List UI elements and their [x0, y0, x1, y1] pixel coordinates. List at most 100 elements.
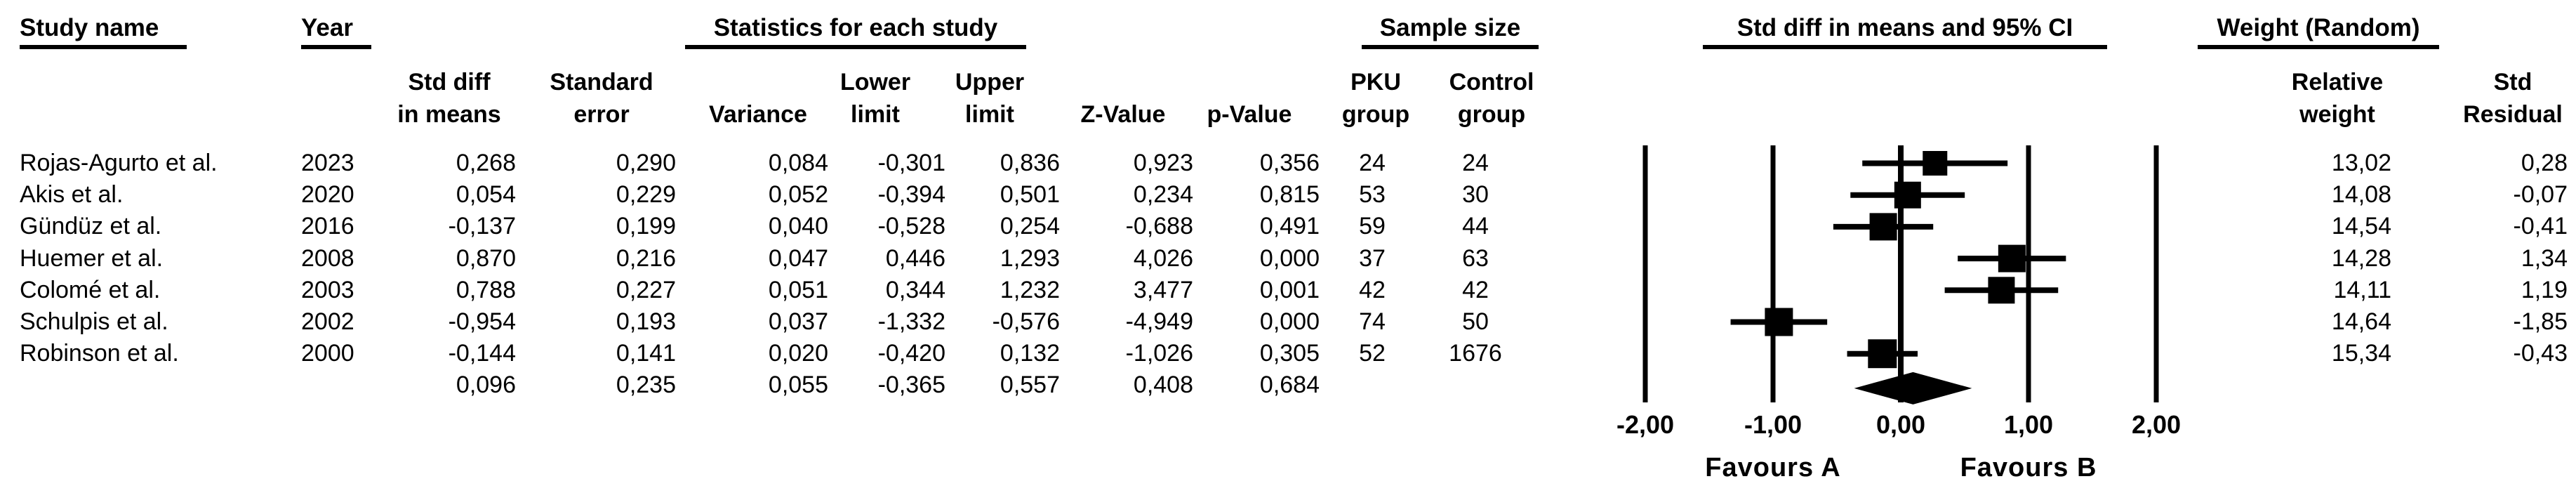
- study-row: Schulpis et al. 2002 -0,954 0,193 0,037 -1,33…: [0, 306, 2576, 338]
- cell-control-n: 42: [1462, 276, 1489, 303]
- cell-lower-limit: -0,420: [877, 340, 945, 367]
- column-header-relative-weight: Relative weight: [2232, 63, 2443, 131]
- cell-year: 2016: [301, 213, 354, 240]
- cell-relative-weight: 13,02: [2331, 150, 2391, 176]
- cell-upper-limit: 1,293: [1000, 244, 1060, 272]
- cell-p-value: 0,000: [1259, 244, 1320, 272]
- cell-z-value: 4,026: [1133, 244, 1193, 272]
- cell-upper-limit: 0,557: [1000, 372, 1060, 399]
- column-header-pku-group: PKU group: [1270, 63, 1481, 131]
- axis-tick-label: 2,00: [2132, 410, 2181, 439]
- column-header-line: Residual: [2463, 101, 2563, 128]
- study-row: Colomé et al. 2003 0,788 0,227 0,051 0,344 1,2…: [0, 275, 2576, 306]
- cell-year: 2020: [301, 181, 354, 209]
- cell-relative-weight: 14,54: [2331, 213, 2391, 240]
- column-header-line: group: [1457, 101, 1526, 128]
- cell-z-value: 0,923: [1133, 150, 1193, 176]
- cell-study-name: Huemer et al.: [20, 244, 164, 272]
- summary-row: 0,096 0,235 0,055 -0,365 0,557 0,408 0,684: [0, 369, 2576, 401]
- cell-pku-n: 53: [1359, 181, 1386, 209]
- axis-tick-label: 1,00: [2004, 410, 2053, 439]
- cell-pku-n: 74: [1359, 308, 1386, 335]
- column-header-line: error: [573, 101, 630, 128]
- cell-std-residual: -1,85: [2513, 308, 2568, 335]
- study-row: Robinson et al. 2000 -0,144 0,141 0,020 -0,42…: [0, 338, 2576, 369]
- column-header-z-value: Z-Value: [1018, 63, 1228, 131]
- cell-lower-limit: -0,301: [877, 150, 945, 176]
- column-header-line: Control: [1449, 69, 1534, 96]
- cell-p-value: 0,000: [1259, 308, 1320, 335]
- effect-square: [1868, 339, 1897, 369]
- cell-std-residual: 0,28: [2521, 150, 2568, 176]
- pooled-diamond: [1854, 372, 1972, 405]
- cell-lower-limit: -1,332: [877, 308, 945, 335]
- cell-pku-n: 42: [1359, 276, 1386, 303]
- axis-tick-label: -2,00: [1616, 410, 1674, 439]
- cell-standard-error: 0,216: [616, 244, 676, 272]
- column-group-sample-size: Sample size: [1362, 13, 1539, 49]
- cell-relative-weight: 14,64: [2331, 308, 2391, 335]
- cell-std-residual: 1,19: [2521, 276, 2568, 303]
- cell-pku-n: 37: [1359, 244, 1386, 272]
- column-header-line: p-Value: [1207, 101, 1292, 128]
- study-row: Akis et al. 2020 0,054 0,229 0,052 -0,394 0,50…: [0, 179, 2576, 211]
- cell-study-name: Schulpis et al.: [20, 308, 168, 335]
- cell-std-diff: 0,096: [456, 372, 516, 399]
- cell-std-diff: -0,137: [448, 213, 516, 240]
- cell-standard-error: 0,193: [616, 308, 676, 335]
- cell-std-diff: 0,268: [456, 150, 516, 176]
- column-header-p-value: p-Value: [1144, 63, 1355, 131]
- cell-standard-error: 0,141: [616, 340, 676, 367]
- column-header-line: Variance: [709, 101, 807, 128]
- cell-lower-limit: -0,528: [877, 213, 945, 240]
- cell-standard-error: 0,290: [616, 150, 676, 176]
- study-row: Huemer et al. 2008 0,870 0,216 0,047 0,446 1,2…: [0, 243, 2576, 275]
- column-header-line: PKU: [1350, 69, 1401, 96]
- effect-square: [1894, 181, 1921, 209]
- effect-square: [1869, 213, 1897, 241]
- cell-lower-limit: -0,365: [877, 372, 945, 399]
- favours-b-label: Favours B: [1960, 453, 2097, 482]
- cell-upper-limit: 0,254: [1000, 213, 1060, 240]
- column-group-std-diff-ci: Std diff in means and 95% CI: [1703, 13, 2107, 49]
- cell-std-diff: -0,954: [448, 308, 516, 335]
- axis-tick-label: -1,00: [1744, 410, 1802, 439]
- cell-p-value: 0,305: [1259, 340, 1320, 367]
- cell-control-n: 50: [1462, 308, 1489, 335]
- column-header-upper-limit: Upper limit: [884, 63, 1095, 131]
- cell-upper-limit: 0,501: [1000, 181, 1060, 209]
- cell-relative-weight: 14,11: [2333, 276, 2391, 303]
- cell-std-residual: 1,34: [2521, 244, 2568, 272]
- cell-p-value: 0,001: [1259, 276, 1320, 303]
- effect-square: [1998, 244, 2026, 272]
- cell-standard-error: 0,229: [616, 181, 676, 209]
- cell-std-residual: -0,41: [2513, 213, 2568, 240]
- cell-upper-limit: 0,132: [1000, 340, 1060, 367]
- column-header-control-group: Control group: [1386, 63, 1597, 131]
- cell-relative-weight: 14,28: [2331, 244, 2391, 272]
- cell-lower-limit: 0,446: [885, 244, 945, 272]
- cell-control-n: 1676: [1449, 340, 1502, 367]
- cell-std-diff: -0,144: [448, 340, 516, 367]
- column-group-study-name: Study name: [20, 13, 187, 49]
- cell-standard-error: 0,227: [616, 276, 676, 303]
- cell-std-diff: 0,870: [456, 244, 516, 272]
- cell-z-value: 0,234: [1133, 181, 1193, 209]
- cell-std-diff: 0,054: [456, 181, 516, 209]
- study-row: Gündüz et al. 2016 -0,137 0,199 0,040 -0,528 0…: [0, 211, 2576, 242]
- column-header-line: Upper: [955, 69, 1025, 96]
- cell-variance: 0,084: [768, 150, 828, 176]
- cell-z-value: 0,408: [1133, 372, 1193, 399]
- column-group-year: Year: [301, 13, 371, 49]
- cell-std-residual: -0,43: [2513, 340, 2568, 367]
- cell-control-n: 30: [1462, 181, 1489, 209]
- cell-standard-error: 0,235: [616, 372, 676, 399]
- column-header-standard-error: Standard error: [496, 63, 707, 131]
- column-header-line: limit: [851, 101, 900, 128]
- column-header-line: Relative: [2291, 69, 2384, 96]
- cell-upper-limit: 0,836: [1000, 150, 1060, 176]
- cell-year: 2003: [301, 276, 354, 303]
- cell-relative-weight: 14,08: [2331, 181, 2391, 209]
- cell-pku-n: 52: [1359, 340, 1386, 367]
